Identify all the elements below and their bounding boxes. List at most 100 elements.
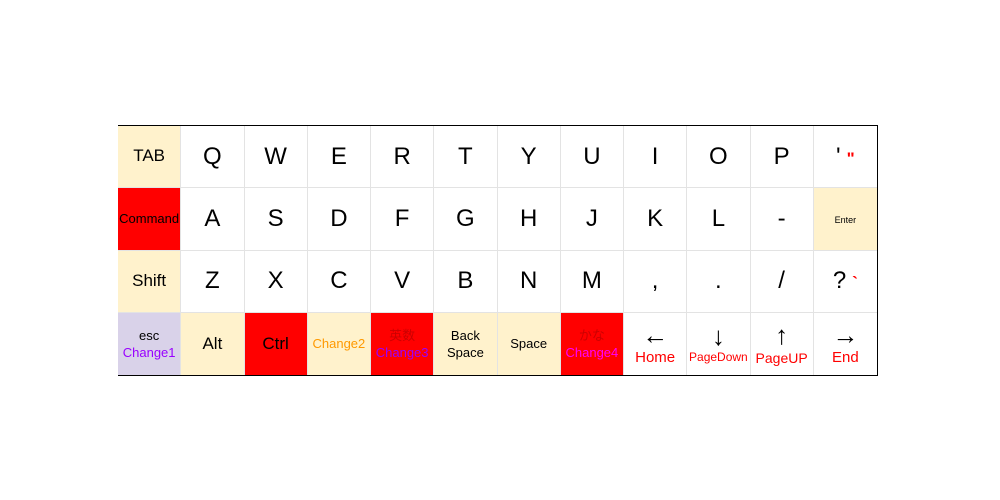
key-z: Z [181, 250, 245, 313]
key-label-line: ← [642, 322, 668, 349]
key-label: かな [578, 328, 605, 344]
key-label-line: Command [119, 210, 179, 228]
key-label: Back [450, 328, 480, 344]
key-o: O [687, 126, 751, 189]
key-label-line: I [652, 143, 659, 171]
key-t: T [434, 126, 498, 189]
key-label-line: L [712, 205, 725, 233]
key-label: N [519, 267, 538, 295]
key-label: Enter [834, 214, 857, 225]
key-label: T [458, 142, 473, 170]
key-r: R [371, 126, 435, 189]
key-label-line: ↑ [775, 322, 788, 349]
key-command: Command [118, 188, 182, 251]
key-label-line: Ctrl [262, 334, 288, 354]
key-back: Back Space [434, 312, 498, 375]
key-k: K [624, 188, 688, 251]
key-label: Change2 [312, 335, 366, 351]
key-label: ' [836, 142, 841, 170]
key-label: A [204, 205, 221, 233]
key-l: L [687, 188, 751, 251]
key-sub-label: Change1 [122, 344, 176, 360]
key-label-line: M [582, 267, 602, 295]
key-esc: esc Change1 [118, 312, 182, 375]
key-enter: Enter [813, 188, 877, 251]
key-label: Q [203, 142, 222, 170]
arrow-icon: ↓ [711, 321, 725, 352]
key-r3c7: かな Change4 [560, 312, 624, 375]
key-label-line: Q [203, 143, 222, 171]
key-r1c10: - [750, 188, 814, 251]
key-label-line: N [520, 267, 537, 295]
key-label-line: esc [139, 327, 159, 345]
key-change2: Change2 [307, 312, 371, 375]
key-label: E [330, 142, 347, 170]
key-label-line: - [778, 205, 786, 233]
key-label: O [709, 142, 728, 170]
key-n: N [497, 250, 561, 313]
key-h: H [497, 188, 561, 251]
key-label-line: TAB [133, 146, 165, 166]
arrow-icon: ← [642, 319, 669, 350]
key-sub-label: Home [635, 348, 676, 366]
key-sub-label: Change4 [565, 344, 619, 360]
key-label-line: W [264, 143, 287, 171]
key-label-line: ' " [836, 143, 855, 171]
key-label-line: Y [521, 143, 537, 171]
key-label: V [394, 267, 411, 295]
key-label-line: F [395, 205, 410, 233]
key-e: E [307, 126, 371, 189]
key-label: / [778, 267, 785, 295]
key-label: Command [119, 210, 180, 226]
key-label-line: B [457, 267, 473, 295]
key-alt: Alt [181, 312, 245, 375]
key-label-line: , [652, 267, 659, 295]
key-q: Q [181, 126, 245, 189]
key-r2c10: / [750, 250, 814, 313]
key-label-line: V [394, 267, 410, 295]
key-label: G [456, 205, 475, 233]
key-label: Ctrl [262, 333, 289, 353]
key-r3c10: ↑ PageUP [751, 312, 814, 375]
key-c: C [307, 250, 371, 313]
key-label: P [773, 142, 790, 170]
key-w: W [244, 126, 308, 189]
key-label-line: Space [510, 335, 547, 353]
key-label: Shift [132, 270, 167, 290]
key-label: X [267, 267, 284, 295]
key-j: J [560, 188, 624, 251]
key-label-line: J [586, 205, 598, 233]
key-sub-label: End [832, 348, 859, 366]
key-label-line: Shift [132, 271, 166, 291]
key-label: Y [520, 142, 537, 170]
key-g: G [434, 188, 498, 251]
key-r0c11: ' " [813, 126, 877, 189]
keyboard-layout-grid: TAB Q W E R T Y U I O P ' " Command A S D F G H J K L - Enter Shi… [118, 125, 878, 376]
key-label-line: Enter [835, 210, 857, 228]
key-shift-label: " [846, 148, 855, 168]
key-label: 英数 [389, 328, 416, 344]
key-p: P [750, 126, 814, 189]
key-label-line: → [832, 322, 858, 349]
key-label-line: D [330, 205, 347, 233]
key-f: F [371, 188, 435, 251]
key-label: D [330, 205, 348, 233]
key-label-line: A [204, 205, 220, 233]
key-label: Z [205, 267, 220, 295]
key-r2c8: , [624, 250, 688, 313]
key-sub-label: PageDown [689, 349, 748, 364]
key-b: B [434, 250, 498, 313]
key-label-line: H [520, 205, 537, 233]
key-label: J [585, 205, 598, 233]
key-label-line: Back [451, 327, 480, 345]
key-i: I [624, 126, 688, 189]
key-label-line: 英数 [389, 327, 415, 345]
key-label: S [267, 205, 284, 233]
key-label-line: P [774, 143, 790, 171]
key-label: . [715, 267, 722, 295]
key-label-line: R [393, 143, 410, 171]
key-label: esc [139, 328, 160, 344]
key-shift-label: ` [852, 273, 858, 293]
key-label-line: K [647, 205, 663, 233]
arrow-icon: → [832, 319, 859, 350]
